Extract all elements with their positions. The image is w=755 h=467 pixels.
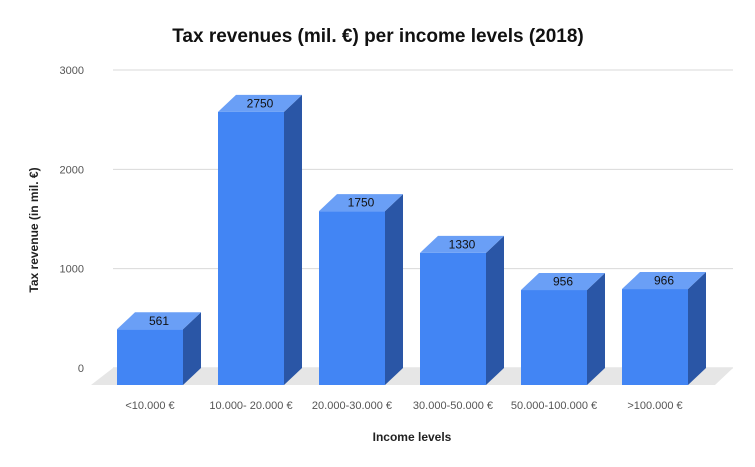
data-label: 2750: [247, 96, 274, 110]
bars: [117, 94, 706, 385]
bar-top: [117, 312, 201, 330]
bar-side: [284, 94, 302, 385]
bar-side: [486, 235, 504, 385]
bar: [319, 194, 403, 385]
y-axis-title: Tax revenue (in mil. €): [27, 167, 41, 292]
bar: [117, 312, 201, 385]
data-label: 966: [654, 274, 674, 288]
x-tick-label: 10.000- 20.000 €: [209, 400, 292, 412]
y-tick-label: 1000: [60, 264, 84, 276]
bar-front: [117, 329, 183, 385]
y-tick-label: 3000: [60, 65, 84, 77]
bar-front: [319, 211, 385, 385]
data-label: 1330: [449, 237, 476, 251]
x-tick-label: 20.000-30.000 €: [312, 400, 392, 412]
x-tick-label: <10.000 €: [125, 400, 174, 412]
bar-side: [385, 194, 403, 385]
bar: [420, 235, 504, 385]
x-axis-categories: <10.000 € 10.000- 20.000 € 20.000-30.000 €…: [125, 400, 682, 412]
bar: [622, 272, 706, 385]
bar-top: [319, 194, 403, 212]
bar-front: [521, 290, 587, 385]
x-tick-label: 30.000-50.000 €: [413, 400, 493, 412]
data-label: 561: [149, 314, 169, 328]
bar-side: [183, 312, 201, 385]
x-tick-label: >100.000 €: [627, 400, 682, 412]
bar-front: [420, 252, 486, 385]
bar: [218, 94, 302, 385]
data-label: 1750: [348, 196, 375, 210]
bar-top: [521, 273, 605, 291]
chart-title: Tax revenues (mil. €) per income levels …: [172, 26, 584, 47]
bar-front: [218, 111, 284, 385]
bar-side: [587, 273, 605, 385]
x-tick-label: 50.000-100.000 €: [511, 400, 597, 412]
y-tick-label: 2000: [60, 164, 84, 176]
bar: [521, 273, 605, 385]
bar-front: [622, 289, 688, 385]
bar-side: [688, 272, 706, 385]
bar-top: [218, 94, 302, 112]
data-label: 956: [553, 275, 573, 289]
data-labels: 561 2750 1750 1330 956 966: [149, 96, 674, 327]
x-axis-title: Income levels: [373, 430, 452, 444]
y-axis-ticks: 0 1000 2000 3000: [60, 65, 84, 375]
y-tick-label: 0: [78, 363, 84, 375]
bar-top: [622, 272, 706, 290]
bar-top: [420, 235, 504, 253]
